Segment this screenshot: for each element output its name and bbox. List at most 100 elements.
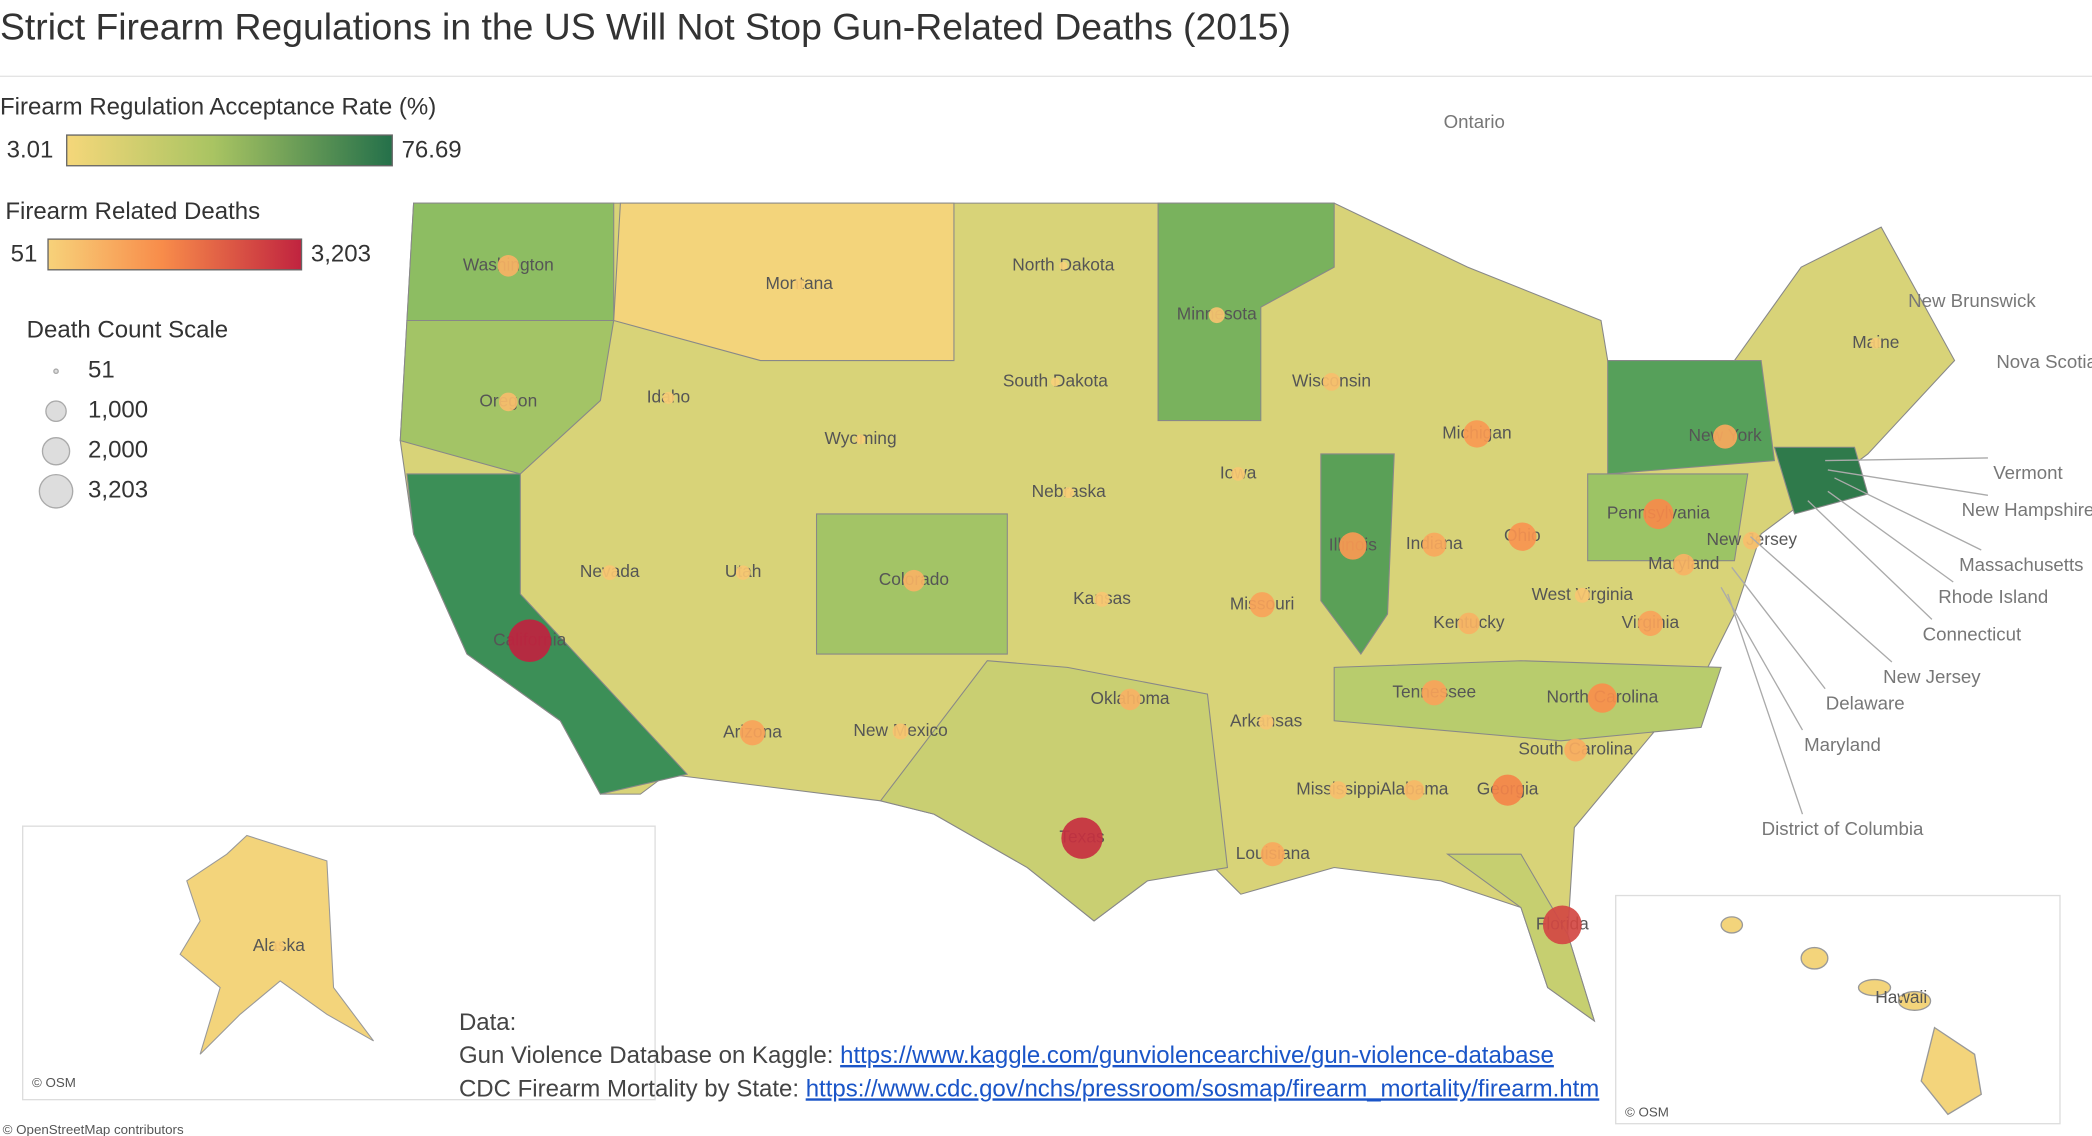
death-bubble [499,392,518,412]
death-bubble [602,565,618,581]
death-bubble [739,720,766,746]
death-bubble [1094,591,1110,607]
sources: Data: Gun Violence Database on Kaggle: h… [459,1009,1599,1103]
callout-line [1834,477,1982,551]
legend-title: Firearm Related Deaths [5,198,260,225]
neighbor-label: New Brunswick [1908,290,2036,311]
callout-label: Massachusetts [1959,554,2083,575]
callout-line [1720,587,1804,731]
callout-line [1827,490,1954,583]
land [399,202,1956,1023]
callout-line [1825,457,1988,462]
neighbors: Ontario New Brunswick Nova Scotia [1444,111,2092,372]
callout-line [1727,593,1804,815]
death-bubble [1643,498,1674,530]
death-bubble [1208,307,1225,324]
callout-line [1750,536,1893,663]
death-bubble [1564,738,1588,762]
death-bubble [1421,680,1447,706]
source-text: CDC Firearm Mortality by State: [459,1076,806,1103]
death-bubble [273,940,285,953]
death-bubble [1463,420,1491,448]
osm-credit: © OSM [32,1075,76,1090]
death-bubble [508,619,552,663]
callout-line [1827,469,1989,496]
death-bubble [1542,905,1582,945]
state-layer: WashingtonOregonCaliforniaNevadaIdahoMon… [253,254,1927,1006]
source-link[interactable]: https://www.kaggle.com/gunviolencearchiv… [840,1042,1554,1069]
inset-alaska [22,825,656,1101]
death-bubble [1899,996,1904,1001]
death-bubble [735,565,751,580]
title: Strict Firearm Regulations in the US Wil… [0,6,1291,48]
death-bubble [1637,610,1664,636]
death-bubble [1492,774,1524,806]
callouts: Vermont New Hampshire Massachusetts Rhode I… [1720,457,2092,839]
callout-label: Delaware [1826,693,1905,714]
death-bubble [1870,337,1882,349]
death-bubble [1231,467,1245,481]
death-bubble [903,569,925,592]
legend-min: 51 [11,240,38,267]
osm-credit: © OpenStreetMap contributors [3,1122,184,1136]
death-bubble [1322,372,1341,391]
death-bubble [1061,817,1103,859]
death-bubble [1587,683,1618,713]
callout-label: Maryland [1804,734,1881,755]
inset-hawaii [1615,894,2061,1125]
death-bubble [1672,553,1695,576]
size-swatch [45,400,67,423]
size-label: 2,000 [88,437,148,464]
death-bubble [1339,532,1367,560]
legend-bar [47,238,303,271]
death-bubble [662,391,675,404]
legend-title: Death Count Scale [27,317,228,344]
size-label: 3,203 [88,477,148,504]
death-bubble [1119,688,1141,711]
legend-max: 76.69 [402,136,462,163]
legend-min: 3.01 [7,136,54,163]
death-bubble [855,434,866,445]
source-line: CDC Firearm Mortality by State: https://… [459,1076,1599,1103]
size-swatch [38,473,74,509]
death-bubble [1059,261,1068,270]
callout-label: Vermont [1993,462,2063,483]
death-bubble [892,723,909,740]
death-bubble [1258,714,1274,730]
size-swatch [53,368,59,375]
callout-label: Connecticut [1923,623,2022,644]
death-bubble [793,279,805,290]
callout-label: New Jersey [1883,666,1981,687]
death-bubble [1508,522,1537,551]
size-label: 51 [88,357,115,384]
callout-label: Rhode Island [1938,586,2048,607]
size-legend: 51 1,000 2,000 3,203 [38,357,148,509]
death-bubble [1249,592,1275,618]
source-line: Gun Violence Database on Kaggle: https:/… [459,1042,1554,1069]
size-swatch [41,437,71,466]
neighbor-label: Ontario [1444,111,1505,132]
death-bubble [1742,531,1761,550]
death-bubble [1422,532,1447,557]
callout-line [1807,500,1933,620]
neighbor-label: Nova Scotia [1996,351,2092,372]
death-bubble [1329,781,1348,800]
source-text: Gun Violence Database on Kaggle: [459,1042,840,1069]
source-heading: Data: [459,1009,516,1036]
death-bubble [1713,424,1738,449]
death-bubble [1260,842,1285,867]
death-bubble [1574,587,1590,603]
death-bubble [1050,377,1060,387]
source-link[interactable]: https://www.cdc.gov/nchs/pressroom/sosma… [806,1076,1600,1103]
callout-label: District of Columbia [1762,818,1924,839]
death-bubble [1063,487,1075,499]
callout-line [1731,566,1826,690]
death-bubble [497,255,520,277]
death-bubble [1404,780,1425,801]
osm-credit: © OSM [1625,1105,1669,1120]
legend-bar [66,134,393,167]
callout-label: New Hampshire [1962,499,2092,520]
legend-title: Firearm Regulation Acceptance Rate (%) [0,94,436,121]
legend-max: 3,203 [311,240,371,267]
